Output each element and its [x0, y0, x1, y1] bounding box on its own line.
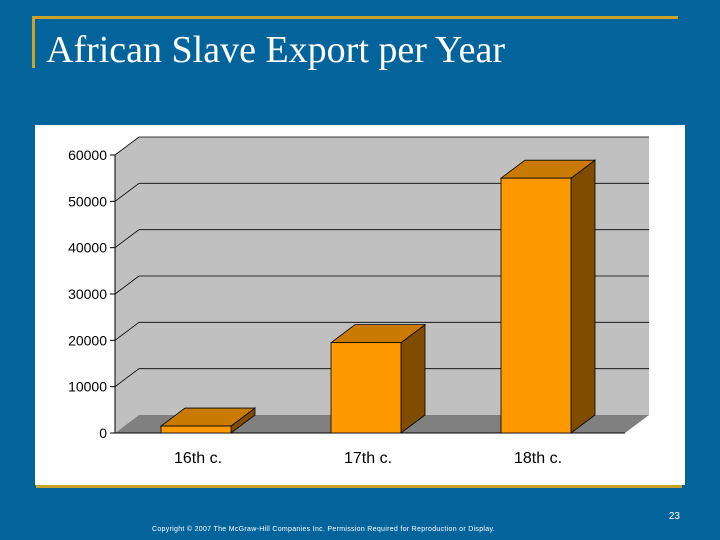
y-tick-label: 40000 — [68, 240, 107, 256]
gridline-diagonal — [114, 183, 140, 202]
title-top-rule — [32, 16, 678, 19]
bar-front — [160, 425, 232, 434]
footer-rule — [36, 485, 682, 488]
y-tick-label: 0 — [99, 425, 107, 441]
gridline-diagonal — [114, 229, 140, 248]
x-tick-label: 18th c. — [514, 450, 562, 467]
bar-front — [330, 342, 402, 434]
y-tick-label: 20000 — [68, 332, 107, 348]
bars — [159, 159, 597, 434]
y-tick-label: 60000 — [68, 147, 107, 163]
gridline-diagonal — [114, 322, 140, 341]
y-tick-label: 30000 — [68, 286, 107, 302]
x-tick-label: 17th c. — [344, 450, 392, 467]
chart-container: 0 10000 20000 30000 40000 50000 60000 16th c. 1… — [35, 125, 685, 485]
copyright-notice: Copyright © 2007 The McGraw-Hill Compani… — [152, 526, 495, 533]
gridline-diagonal — [114, 275, 140, 295]
bar-front — [500, 177, 572, 434]
page-number: 23 — [668, 511, 680, 522]
bar — [159, 407, 257, 434]
bar — [499, 159, 597, 434]
gridline-diagonal — [114, 368, 140, 387]
y-tick-label: 50000 — [68, 193, 107, 209]
bar-side — [400, 323, 426, 434]
bar — [329, 323, 427, 434]
gridline-diagonal — [114, 136, 140, 156]
title-left-rule — [32, 16, 35, 68]
bar-side — [570, 159, 596, 434]
x-tick-label: 16th c. — [174, 450, 222, 467]
x-axis-tick-labels: 16th c. 17th c. 18th c. — [174, 450, 562, 467]
slide-title: African Slave Export per Year — [46, 29, 506, 71]
y-axis-tick-labels: 0 10000 20000 30000 40000 50000 60000 — [68, 147, 107, 441]
y-tick-label: 10000 — [68, 379, 107, 395]
